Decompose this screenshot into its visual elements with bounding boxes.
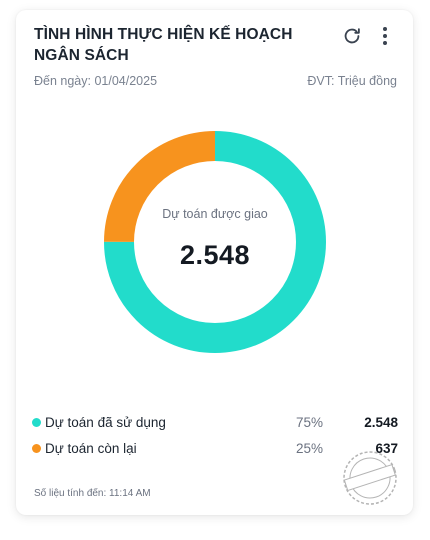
legend-item-used[interactable]: Dự toán đã sử dụng 75% 2.548	[32, 413, 398, 433]
widget-title: TÌNH HÌNH THỰC HIỆN KẾ HOẠCH NGÂN SÁCH	[34, 26, 293, 64]
legend-value: 2.548	[364, 415, 398, 430]
stamp-icon	[343, 451, 397, 505]
legend-percent: 75%	[295, 415, 323, 430]
as-of-date: Đến ngày: 01/04/2025	[34, 74, 158, 88]
center-label: Dự toán được giao	[162, 207, 268, 221]
budget-widget-card: TÌNH HÌNH THỰC HIỆN KẾ HOẠCH NGÂN SÁCH Đ…	[16, 10, 413, 515]
more-options-button[interactable]	[373, 24, 397, 48]
refresh-button[interactable]	[340, 24, 364, 48]
donut-slice-1[interactable]	[104, 131, 326, 353]
legend-swatch-used	[32, 418, 41, 427]
last-updated: Số liệu tính đến: 11:14 AM	[34, 488, 151, 499]
donut-svg	[104, 131, 326, 353]
legend-percent: 25%	[295, 441, 323, 456]
center-value: 2.548	[179, 240, 251, 270]
legend-label: Dự toán còn lại	[45, 441, 137, 456]
budget-donut-chart: Dự toán được giao 2.548	[104, 131, 326, 353]
unit-label: ĐVT: Triệu đồng	[307, 74, 397, 88]
legend-swatch-remaining	[32, 444, 41, 453]
refresh-icon	[344, 28, 360, 44]
legend-label: Dự toán đã sử dụng	[45, 415, 166, 430]
legend-item-remaining[interactable]: Dự toán còn lại 25% 637	[32, 439, 398, 459]
legend-value: 637	[375, 441, 398, 456]
sample-data-stamp	[335, 443, 406, 514]
more-vertical-icon	[383, 27, 387, 45]
